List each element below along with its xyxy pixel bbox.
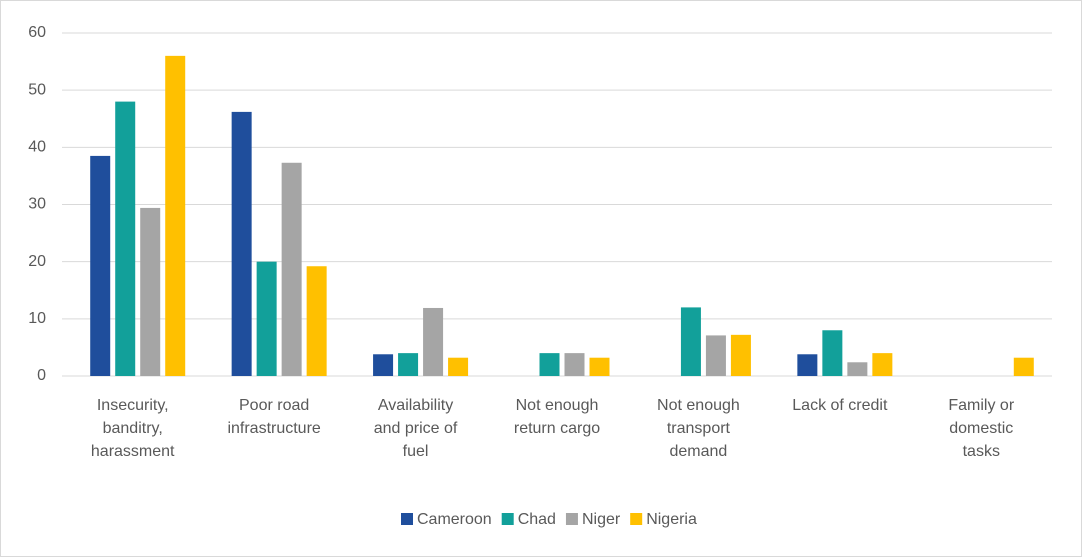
y-tick-label: 20 bbox=[28, 253, 46, 270]
bar bbox=[140, 207, 161, 376]
bar bbox=[231, 111, 252, 376]
y-tick-label: 50 bbox=[28, 81, 46, 98]
bar bbox=[872, 353, 893, 376]
bar bbox=[730, 334, 751, 376]
bar bbox=[306, 266, 327, 376]
y-tick-label: 0 bbox=[37, 367, 46, 384]
x-tick-label: Not enough transport demand bbox=[657, 397, 740, 460]
bar bbox=[539, 353, 560, 376]
bar bbox=[797, 354, 818, 376]
bar bbox=[165, 55, 186, 376]
x-tick-label: Availability and price of fuel bbox=[373, 397, 458, 460]
x-tick-label: Insecurity, banditry, harassment bbox=[90, 397, 175, 460]
y-tick-label: 40 bbox=[28, 139, 46, 156]
bar bbox=[589, 357, 610, 376]
legend-label: Niger bbox=[582, 511, 621, 528]
legend-swatch bbox=[630, 513, 643, 525]
legend-swatch bbox=[565, 513, 578, 525]
legend-swatch bbox=[501, 513, 514, 525]
bar bbox=[115, 101, 136, 376]
bar bbox=[705, 335, 726, 376]
bar bbox=[564, 353, 585, 376]
y-tick-label: 60 bbox=[28, 24, 46, 41]
legend-label: Chad bbox=[518, 511, 556, 528]
x-tick-label: Poor road infrastructure bbox=[227, 397, 321, 437]
bar bbox=[281, 162, 302, 376]
x-tick-label: Not enough return cargo bbox=[513, 397, 601, 437]
y-tick-label: 30 bbox=[28, 196, 46, 213]
bar bbox=[90, 155, 111, 376]
legend-swatch bbox=[401, 513, 413, 525]
bar bbox=[373, 354, 394, 376]
bar bbox=[1013, 357, 1034, 376]
legend-label: Cameroon bbox=[417, 511, 492, 528]
x-tick-label: Family or domestic tasks bbox=[948, 397, 1015, 460]
bar bbox=[423, 307, 444, 376]
legend-label: Nigeria bbox=[646, 511, 697, 528]
y-tick-label: 10 bbox=[28, 310, 46, 327]
bar bbox=[847, 362, 868, 376]
bar bbox=[398, 353, 419, 376]
bar bbox=[448, 357, 469, 376]
x-tick-label: Lack of credit bbox=[792, 397, 888, 414]
bar bbox=[256, 261, 277, 376]
bar bbox=[680, 307, 701, 376]
bar bbox=[822, 330, 843, 376]
